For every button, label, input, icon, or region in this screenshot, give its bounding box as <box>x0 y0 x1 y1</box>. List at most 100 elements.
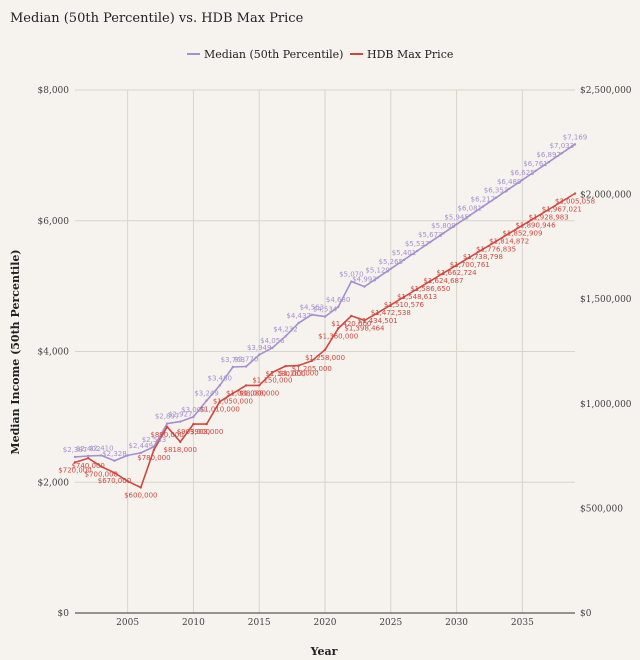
data-point-hdb <box>258 384 261 387</box>
data-label-median: $5,945 <box>444 213 469 221</box>
series-lines <box>73 143 577 489</box>
data-label-hdb: $600,000 <box>124 491 157 499</box>
data-point-median <box>126 454 129 457</box>
data-label-median: $6,761 <box>523 160 548 168</box>
data-point-hdb <box>376 311 379 315</box>
data-label-hdb: $1,548,613 <box>397 293 437 301</box>
data-point-hdb <box>73 461 77 464</box>
data-point-hdb <box>363 319 366 322</box>
data-point-median <box>113 459 116 463</box>
data-label-hdb: $1,472,538 <box>371 309 411 317</box>
y2-tick-label: $0 <box>580 609 592 619</box>
y-tick-label: $2,000 <box>38 478 70 488</box>
data-point-hdb <box>336 327 340 330</box>
data-label-median: $4,056 <box>260 337 285 345</box>
data-point-hdb <box>468 256 471 259</box>
data-label-median: $2,402 <box>76 445 101 453</box>
data-point-hdb <box>521 224 524 227</box>
data-label-median: $5,673 <box>418 231 443 239</box>
data-label-median: $7,169 <box>563 133 588 141</box>
data-point-hdb <box>350 314 353 318</box>
data-label-median: $6,081 <box>457 204 482 212</box>
data-point-median <box>271 346 274 350</box>
data-point-median <box>297 321 300 325</box>
data-label-median: $4,993 <box>352 276 377 284</box>
data-point-hdb <box>113 471 116 475</box>
data-label-median: $3,480 <box>207 374 232 382</box>
data-label-hdb: $1,360,000 <box>318 332 358 340</box>
data-label-hdb: $1,852,909 <box>502 229 542 237</box>
data-label-median: $4,680 <box>326 296 351 304</box>
data-label-median: $4,534 <box>313 306 338 314</box>
data-point-median <box>336 305 340 309</box>
data-point-median <box>100 454 103 457</box>
data-point-hdb <box>494 240 498 243</box>
data-label-median: $6,217 <box>471 196 496 204</box>
data-label-hdb: $1,624,687 <box>423 277 463 285</box>
data-label-hdb: $1,700,761 <box>450 261 490 269</box>
data-label-hdb: $1,050,000 <box>213 397 253 405</box>
x-tick-label: 2020 <box>314 618 337 628</box>
y-axis-title: Median Income (50th Percentile) <box>9 249 22 454</box>
chart-title: Median (50th Percentile) vs. HDB Max Pri… <box>10 11 304 26</box>
x-tick-label: 2015 <box>248 618 271 628</box>
data-label-median: $5,070 <box>339 271 364 279</box>
data-label-median: $6,353 <box>484 187 509 195</box>
x-axis-title: Year <box>310 645 338 658</box>
data-label-median: $2,449 <box>129 442 154 450</box>
y-tick-label: $0 <box>58 609 70 619</box>
data-point-hdb <box>244 384 248 387</box>
data-label-hdb: $818,000 <box>164 446 197 454</box>
x-tick-label: 2025 <box>379 618 402 628</box>
data-label-hdb: $1,420,000 <box>331 320 371 328</box>
data-label-hdb: $903,000 <box>177 428 210 436</box>
data-label-median: $4,563 <box>300 304 325 312</box>
data-label-median: $2,328 <box>102 450 127 458</box>
data-label-median: $2,543 <box>142 436 167 444</box>
y2-tick-label: $1,000,000 <box>580 400 632 410</box>
data-point-median <box>86 454 90 458</box>
data-point-median <box>494 196 498 199</box>
data-point-median <box>258 353 261 357</box>
data-point-median <box>389 267 392 271</box>
data-label-hdb: $1,088,000 <box>226 389 266 397</box>
data-label-hdb: $700,000 <box>85 471 118 479</box>
data-point-hdb <box>139 486 142 489</box>
data-point-median <box>547 160 550 164</box>
data-label-median: $6,625 <box>510 169 535 177</box>
data-label-hdb: $1,738,798 <box>463 253 503 261</box>
data-point-hdb <box>547 208 550 211</box>
data-label-hdb: $1,662,724 <box>437 269 478 277</box>
data-label-hdb: $1,928,983 <box>529 213 569 221</box>
data-point-median <box>323 315 327 318</box>
data-label-hdb: $740,000 <box>71 462 104 470</box>
data-label-hdb: $903,000 <box>190 428 223 436</box>
y2-tick-label: $1,500,000 <box>580 295 632 305</box>
data-label-median: $5,401 <box>392 249 417 257</box>
data-label-hdb: $2,005,058 <box>555 198 595 206</box>
y-tick-label: $4,000 <box>38 348 70 358</box>
data-label-median: $3,000 <box>181 406 206 414</box>
data-point-median <box>560 152 564 155</box>
data-point-median <box>192 415 195 419</box>
data-point-median <box>508 187 511 190</box>
data-point-median <box>481 205 485 208</box>
data-point-median <box>402 258 406 262</box>
x-tick-label: 2035 <box>511 618 534 628</box>
data-label-hdb: $1,398,464 <box>344 324 385 332</box>
data-point-median <box>468 214 471 217</box>
data-label-median: $3,770 <box>234 356 259 364</box>
data-point-median <box>231 365 235 369</box>
data-label-hdb: $1,010,000 <box>200 406 240 414</box>
data-point-hdb <box>231 392 235 395</box>
data-point-median <box>165 422 169 425</box>
data-point-hdb <box>323 348 327 352</box>
data-point-hdb <box>284 364 287 368</box>
data-label-median: $5,537 <box>405 240 430 248</box>
data-label-hdb: $1,150,000 <box>252 376 292 384</box>
y-tick-label: $8,000 <box>38 86 70 96</box>
data-label-median: $2,927 <box>168 411 193 419</box>
data-label-median: $4,232 <box>273 325 298 333</box>
data-label-hdb: $670,000 <box>98 477 131 485</box>
data-point-hdb <box>205 422 208 426</box>
